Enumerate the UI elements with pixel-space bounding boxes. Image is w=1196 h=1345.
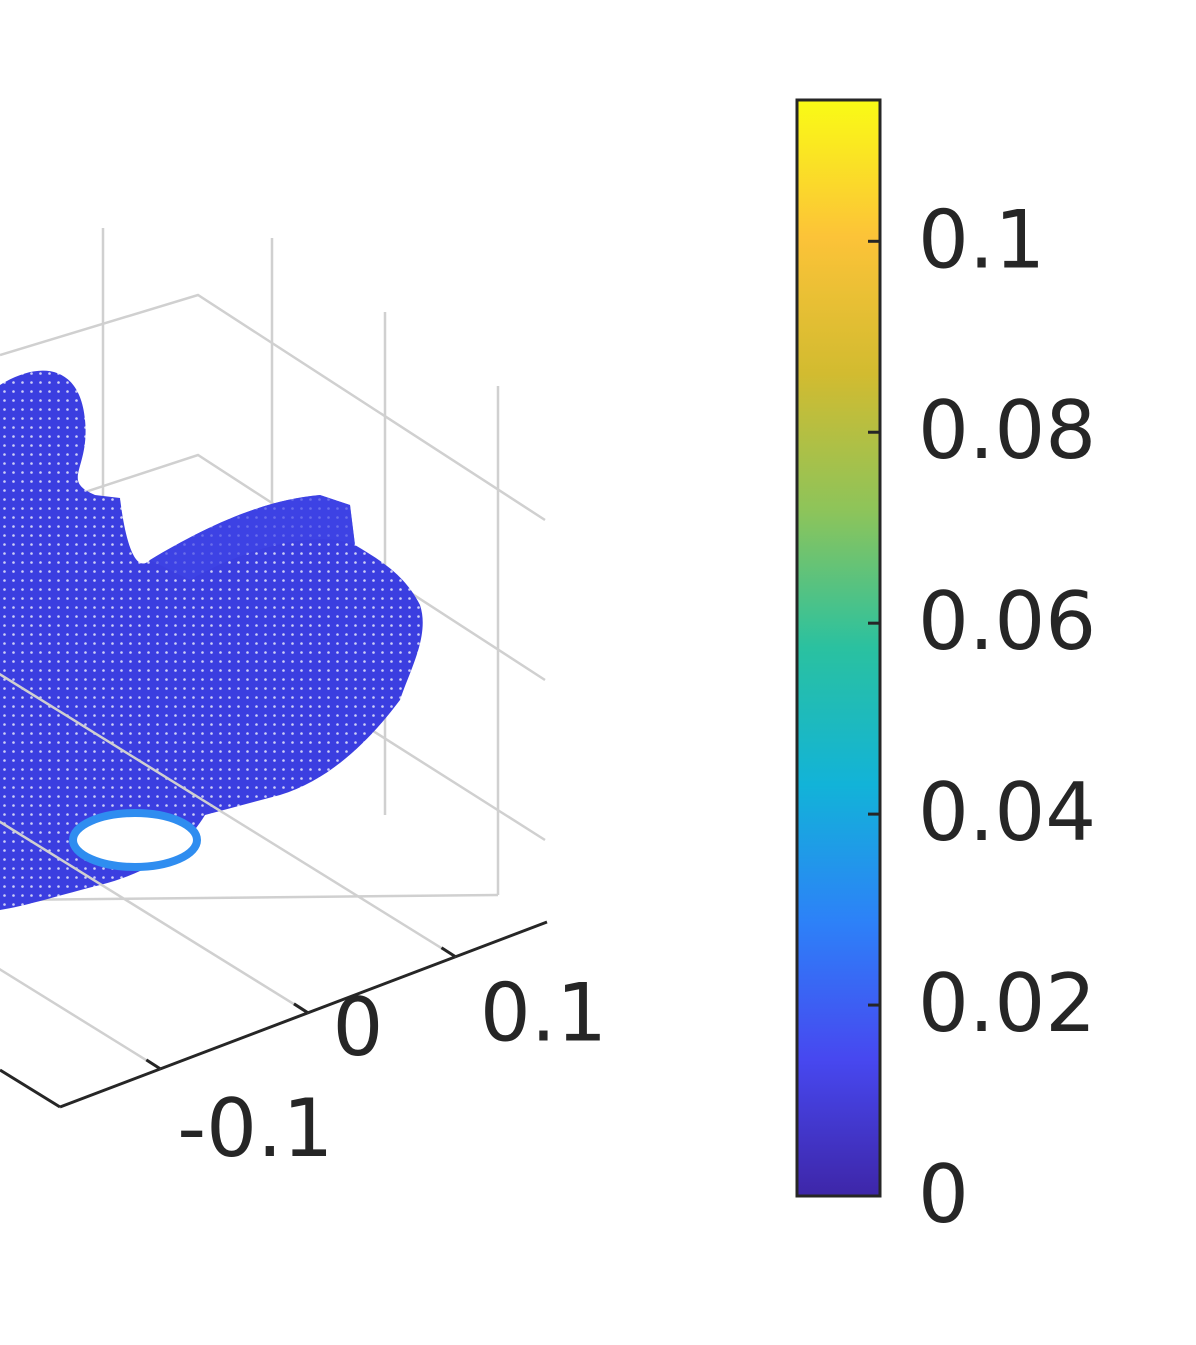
colorbar-tick-label: 0.1 xyxy=(918,193,1045,286)
grid-line xyxy=(0,672,457,958)
x-axis-line xyxy=(59,920,548,1109)
colorbar-ticks: 0 0.02 0.04 0.06 0.08 0.1 xyxy=(868,193,1096,1241)
x-tick xyxy=(293,1002,309,1015)
x-tick xyxy=(440,946,457,959)
colorbar-tick-label: 0.06 xyxy=(918,575,1096,668)
colorbar-tick-label: 0.04 xyxy=(918,766,1096,859)
x-tick-label: 0 xyxy=(332,981,383,1074)
x-tick-label: -0.1 xyxy=(177,1082,333,1175)
colorbar-tick-label: 0.08 xyxy=(918,384,1096,477)
x-axis: -0.10 0.1 xyxy=(0,672,607,1175)
point-cloud xyxy=(0,370,423,910)
grid-line xyxy=(0,967,162,1070)
colorbar-tick-label: 0.02 xyxy=(918,957,1096,1050)
x-tick-label: 0.1 xyxy=(480,967,607,1060)
colorbar-tick-label: 0 xyxy=(918,1148,969,1241)
colorbar xyxy=(795,98,882,1198)
grid-line xyxy=(0,820,309,1014)
x-tick xyxy=(145,1058,162,1071)
axis-line xyxy=(0,1068,61,1109)
